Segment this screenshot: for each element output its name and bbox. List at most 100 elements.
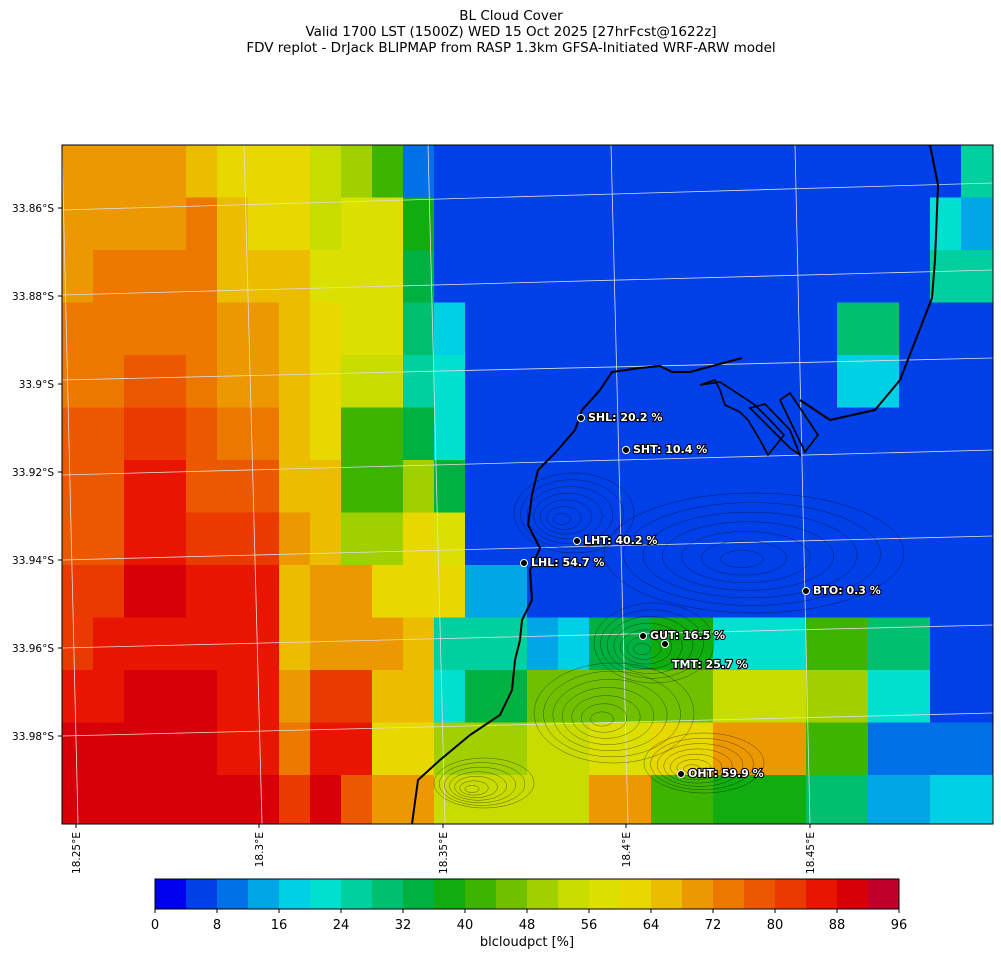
grid-cell xyxy=(682,670,714,724)
grid-cell xyxy=(899,512,931,566)
latitude-ticks: 33.86°S 33.88°S 33.9°S 33.92°S 33.94°S 33.96°… xyxy=(12,203,62,743)
grid-cell xyxy=(496,565,528,619)
grid-cell xyxy=(217,250,249,304)
terrain-contour xyxy=(533,662,695,764)
grid-cell xyxy=(279,512,311,566)
longitude-gridline xyxy=(243,145,263,824)
grid-cell xyxy=(248,565,280,619)
grid-cell xyxy=(372,145,404,199)
grid-cell xyxy=(775,460,807,514)
grid-cell xyxy=(248,512,280,566)
station-gut: GUT: 16.5 % xyxy=(639,628,726,643)
grid-cell xyxy=(589,145,621,199)
grid-cell xyxy=(930,460,962,514)
grid-cell xyxy=(496,670,528,724)
grid-cell xyxy=(310,512,342,566)
grid-cell xyxy=(341,460,373,514)
title-line-3: FDV replot - DrJack BLIPMAP from RASP 1.… xyxy=(246,40,776,56)
grid-cell xyxy=(62,407,94,461)
lon-tick-label: 18.3°E xyxy=(254,832,266,867)
grid-cell xyxy=(434,617,466,671)
figure-title: BL Cloud Cover Valid 1700 LST (1500Z) WE… xyxy=(0,8,1001,56)
grid-cell xyxy=(806,197,838,251)
terrain-contour xyxy=(683,764,701,774)
latitude-gridline xyxy=(62,182,993,211)
grid-cell xyxy=(775,722,807,776)
terrain-contour xyxy=(520,479,624,549)
terrain-contour xyxy=(662,521,834,591)
grid-cell xyxy=(775,565,807,619)
grid-cell xyxy=(124,407,156,461)
grid-cell xyxy=(775,617,807,671)
grid-cell xyxy=(155,775,187,824)
coastline xyxy=(411,145,940,824)
grid-cell xyxy=(341,722,373,776)
grid-cell xyxy=(465,197,497,251)
grid-cell xyxy=(403,460,435,514)
station-label: SHL: 20.2 % xyxy=(588,411,662,424)
colorbar-tick-label: 0 xyxy=(151,918,159,933)
grid-cell xyxy=(93,565,125,619)
harbour-basin xyxy=(748,403,802,458)
grid-cell xyxy=(310,197,342,251)
grid-cell xyxy=(341,617,373,671)
grid-cell xyxy=(806,617,838,671)
terrain-contour xyxy=(656,743,744,787)
grid-cell xyxy=(527,512,559,566)
grid-cell xyxy=(93,145,125,199)
grid-cell xyxy=(558,565,590,619)
grid-cell xyxy=(248,407,280,461)
grid-cell xyxy=(434,355,466,409)
grid-cell xyxy=(93,460,125,514)
grid-cell xyxy=(558,197,590,251)
terrain-contour xyxy=(642,511,858,599)
latitude-gridline xyxy=(62,712,993,737)
grid-cell xyxy=(434,250,466,304)
grid-cell xyxy=(217,565,249,619)
grid-cell xyxy=(62,302,94,356)
grid-cell xyxy=(93,250,125,304)
grid-cell xyxy=(620,197,652,251)
grid-cell xyxy=(744,197,776,251)
grid-cell xyxy=(682,250,714,304)
station-dot xyxy=(622,446,630,454)
grid-cell xyxy=(341,302,373,356)
grid-cell xyxy=(124,355,156,409)
grid-cell xyxy=(899,250,931,304)
grid-cell xyxy=(806,565,838,619)
longitude-gridline xyxy=(62,145,79,824)
grid-cell xyxy=(62,617,94,671)
grid-cell xyxy=(155,407,187,461)
grid-cell xyxy=(527,617,559,671)
grid-cell xyxy=(713,565,745,619)
colorbar-tick-label: 56 xyxy=(581,918,598,933)
grid-cell xyxy=(310,145,342,199)
grid-cell xyxy=(279,460,311,514)
grid-cell xyxy=(434,670,466,724)
grid-cell xyxy=(93,670,125,724)
grid-cell xyxy=(124,460,156,514)
grid-cell xyxy=(310,460,342,514)
lon-tick-label: 18.45°E xyxy=(805,832,817,874)
grid-cell xyxy=(527,460,559,514)
station-shl: SHL: 20.2 % xyxy=(577,410,663,425)
grid-cell xyxy=(434,512,466,566)
longitude-ticks: 18.25°E 18.3°E 18.35°E 18.4°E 18.45°E xyxy=(71,824,817,874)
grid-cell xyxy=(465,407,497,461)
grid-cell xyxy=(868,407,900,461)
latitude-gridline xyxy=(62,449,993,476)
grid-cell xyxy=(806,460,838,514)
grid-cell xyxy=(496,460,528,514)
grid-cell xyxy=(899,460,931,514)
colorbar-tick-label: 80 xyxy=(767,918,784,933)
grid-cell xyxy=(465,565,497,619)
grid-cell xyxy=(744,670,776,724)
grid-cell xyxy=(248,197,280,251)
grid-cell xyxy=(155,460,187,514)
grid-cell xyxy=(589,407,621,461)
grid-cell xyxy=(558,250,590,304)
terrain-contour xyxy=(590,711,614,727)
lat-tick-label: 33.94°S xyxy=(12,555,54,567)
terrain-contour xyxy=(650,738,754,790)
grid-cell xyxy=(682,460,714,514)
